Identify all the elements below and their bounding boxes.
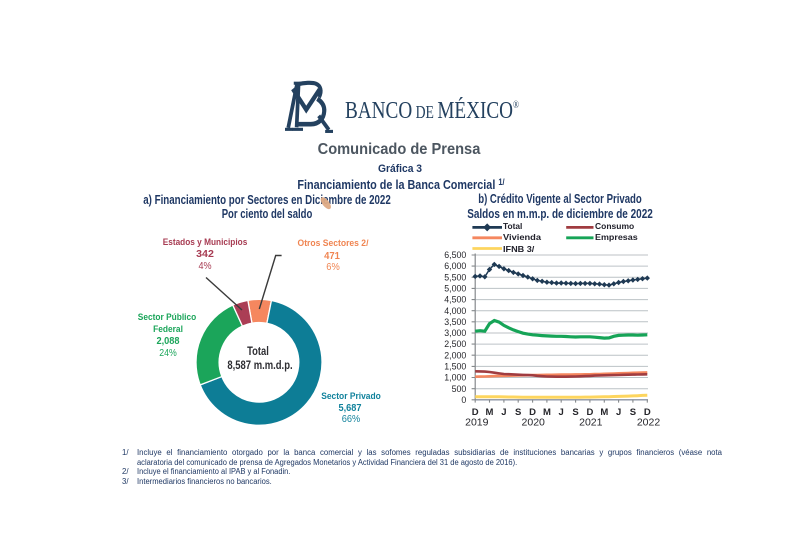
svg-text:3,500: 3,500	[444, 317, 466, 327]
svg-text:S: S	[572, 407, 578, 418]
svg-text:D: D	[529, 407, 536, 418]
svg-text:D: D	[644, 407, 651, 418]
svg-text:S: S	[515, 407, 521, 418]
svg-text:2022: 2022	[637, 417, 661, 429]
svg-text:6,500: 6,500	[444, 250, 466, 260]
svg-text:500: 500	[452, 384, 467, 394]
svg-text:2,000: 2,000	[444, 350, 466, 360]
svg-text:M: M	[543, 407, 551, 418]
svg-text:D: D	[472, 407, 479, 418]
svg-text:4,500: 4,500	[444, 295, 466, 305]
svg-text:4,000: 4,000	[444, 306, 466, 316]
svg-text:2,500: 2,500	[444, 339, 466, 349]
svg-text:M: M	[486, 407, 494, 418]
svg-text:D: D	[586, 407, 593, 418]
svg-text:M: M	[600, 407, 608, 418]
svg-text:S: S	[630, 407, 636, 418]
svg-text:1,500: 1,500	[444, 362, 466, 372]
svg-text:5,000: 5,000	[444, 284, 466, 294]
svg-text:3,000: 3,000	[444, 328, 466, 338]
svg-text:2020: 2020	[522, 417, 546, 429]
svg-text:0: 0	[461, 395, 466, 405]
svg-text:6,000: 6,000	[444, 261, 466, 271]
svg-text:5,500: 5,500	[444, 272, 466, 282]
svg-text:J: J	[616, 407, 621, 418]
svg-text:1,000: 1,000	[444, 373, 466, 383]
svg-text:J: J	[559, 407, 564, 418]
svg-text:2019: 2019	[465, 417, 489, 429]
svg-text:2021: 2021	[579, 417, 603, 429]
svg-text:J: J	[501, 407, 506, 418]
